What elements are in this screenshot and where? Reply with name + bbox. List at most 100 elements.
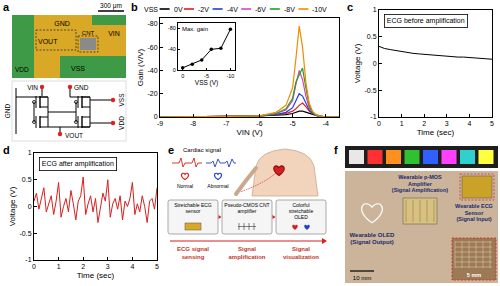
- svg-text:Normal: Normal: [177, 183, 193, 189]
- svg-text:0.5: 0.5: [367, 33, 377, 40]
- svg-text:-4V: -4V: [227, 6, 238, 13]
- svg-text:VDD: VDD: [118, 116, 125, 130]
- svg-text:sensing: sensing: [182, 254, 205, 260]
- svg-text:1: 1: [373, 6, 377, 13]
- svg-text:ECG after amplification: ECG after amplification: [42, 160, 114, 168]
- svg-text:2: 2: [81, 263, 85, 270]
- svg-text:0: 0: [373, 60, 377, 67]
- svg-text:Signal: Signal: [238, 246, 256, 252]
- svg-text:a: a: [3, 1, 10, 13]
- svg-text:-1: -1: [25, 256, 31, 263]
- svg-text:CNT: CNT: [82, 30, 95, 36]
- svg-text:0: 0: [173, 67, 176, 73]
- svg-text:1: 1: [57, 263, 61, 270]
- svg-text:VSS: VSS: [118, 93, 125, 107]
- svg-text:-5: -5: [204, 73, 209, 79]
- svg-text:d: d: [3, 144, 10, 156]
- svg-text:Time (sec): Time (sec): [417, 128, 455, 137]
- svg-text:-0.5: -0.5: [365, 87, 377, 94]
- svg-text:VDD: VDD: [15, 66, 29, 73]
- svg-text:ECG signal: ECG signal: [177, 246, 209, 252]
- svg-text:VSS: VSS: [144, 6, 158, 13]
- svg-text:-10: -10: [226, 73, 234, 79]
- svg-text:e: e: [168, 144, 174, 156]
- svg-text:Stretchable ECG: Stretchable ECG: [174, 202, 212, 208]
- svg-text:-9: -9: [157, 120, 163, 127]
- svg-text:Gain (V/V): Gain (V/V): [136, 48, 145, 86]
- svg-text:VOUT: VOUT: [65, 132, 83, 139]
- svg-text:-40: -40: [147, 67, 157, 74]
- svg-text:GND: GND: [54, 20, 70, 27]
- svg-text:Wearable ECG: Wearable ECG: [455, 203, 493, 209]
- svg-text:VSS: VSS: [71, 65, 85, 72]
- svg-text:5 mm: 5 mm: [467, 272, 481, 278]
- svg-text:(Signal Amplification): (Signal Amplification): [392, 187, 448, 193]
- svg-text:3: 3: [106, 263, 110, 270]
- svg-text:0.5: 0.5: [22, 176, 32, 183]
- svg-text:-6: -6: [256, 120, 262, 127]
- svg-text:VIN: VIN: [27, 84, 38, 91]
- svg-text:stretchable: stretchable: [289, 208, 314, 214]
- svg-text:VIN (V): VIN (V): [236, 128, 263, 137]
- svg-text:2: 2: [422, 120, 426, 127]
- svg-text:-80: -80: [168, 25, 176, 31]
- svg-text:4: 4: [467, 120, 471, 127]
- svg-text:Wearable OLED: Wearable OLED: [350, 232, 396, 238]
- svg-text:GND: GND: [4, 103, 11, 118]
- svg-text:0: 0: [181, 73, 184, 79]
- svg-text:-5: -5: [289, 120, 295, 127]
- svg-text:0: 0: [154, 113, 158, 120]
- svg-text:-8: -8: [190, 120, 196, 127]
- svg-text:-8V: -8V: [284, 6, 295, 13]
- svg-text:VSS (V): VSS (V): [195, 79, 218, 87]
- svg-text:-60: -60: [147, 44, 157, 51]
- svg-text:-0.5: -0.5: [20, 230, 32, 237]
- svg-text:5: 5: [490, 120, 494, 127]
- svg-text:b: b: [131, 1, 138, 13]
- svg-text:c: c: [347, 1, 353, 13]
- svg-text:0V: 0V: [174, 6, 183, 13]
- svg-text:-80: -80: [147, 20, 157, 27]
- svg-text:0: 0: [32, 263, 36, 270]
- svg-text:-20: -20: [147, 90, 157, 97]
- svg-text:VIN: VIN: [108, 30, 120, 37]
- svg-text:4: 4: [130, 263, 134, 270]
- svg-text:Colorful: Colorful: [292, 202, 309, 208]
- svg-text:Voltage (V): Voltage (V): [353, 43, 362, 83]
- svg-text:1: 1: [28, 149, 32, 156]
- svg-text:-40: -40: [168, 46, 176, 52]
- svg-text:-7: -7: [223, 120, 229, 127]
- svg-text:OLED: OLED: [294, 214, 308, 220]
- svg-text:Wearable p-MOS: Wearable p-MOS: [398, 174, 442, 180]
- svg-text:Abnormal: Abnormal: [207, 183, 228, 189]
- svg-text:Sensor: Sensor: [465, 210, 485, 216]
- svg-text:Amplifier: Amplifier: [408, 181, 433, 187]
- svg-text:amplifier: amplifier: [238, 208, 257, 214]
- svg-text:ECG before amplification: ECG before amplification: [387, 17, 465, 25]
- svg-text:Voltage (V): Voltage (V): [8, 186, 17, 226]
- svg-text:VOUT: VOUT: [38, 38, 58, 45]
- svg-text:0: 0: [377, 120, 381, 127]
- svg-text:3: 3: [445, 120, 449, 127]
- svg-text:GND: GND: [74, 84, 89, 91]
- svg-text:-2V: -2V: [198, 6, 209, 13]
- svg-text:Time (sec): Time (sec): [77, 271, 115, 280]
- svg-text:-4: -4: [323, 120, 329, 127]
- svg-text:visualization: visualization: [283, 254, 319, 260]
- svg-text:1: 1: [400, 120, 404, 127]
- svg-text:10 mm: 10 mm: [353, 275, 371, 281]
- svg-text:Pseudo-CMOS CNT: Pseudo-CMOS CNT: [224, 202, 269, 208]
- svg-text:5: 5: [155, 263, 159, 270]
- svg-text:amplification: amplification: [228, 254, 265, 260]
- svg-text:Cardiac signal: Cardiac signal: [183, 147, 221, 153]
- svg-text:(Signal Input): (Signal Input): [456, 216, 491, 222]
- svg-text:0: 0: [28, 203, 32, 210]
- svg-text:Signal: Signal: [292, 246, 310, 252]
- svg-text:sensor: sensor: [185, 208, 200, 214]
- svg-text:Max. gain: Max. gain: [182, 26, 208, 32]
- svg-text:-1: -1: [370, 113, 376, 120]
- svg-text:300 μm: 300 μm: [100, 2, 122, 10]
- svg-text:(Signal Output): (Signal Output): [350, 239, 393, 245]
- svg-text:-6V: -6V: [255, 6, 266, 13]
- svg-text:f: f: [334, 144, 338, 156]
